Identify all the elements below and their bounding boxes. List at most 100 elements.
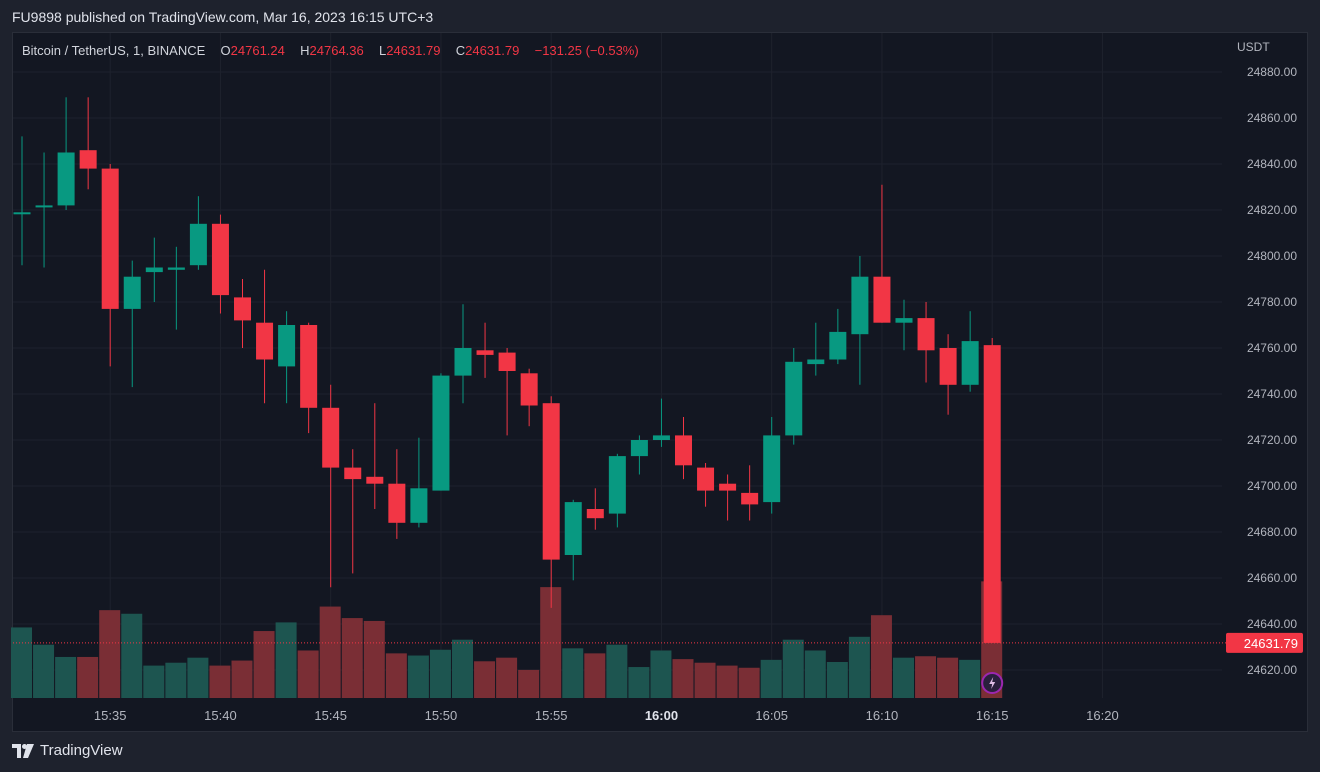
candle-body[interactable] xyxy=(278,325,296,367)
candle-body[interactable] xyxy=(785,361,803,436)
x-tick-label: 15:55 xyxy=(535,708,568,723)
volume-bar xyxy=(33,644,55,698)
candle-body[interactable] xyxy=(167,267,185,270)
candle-body[interactable] xyxy=(763,435,781,503)
tradingview-brand[interactable]: TradingView xyxy=(12,742,123,759)
y-tick-label: 24680.00 xyxy=(1247,525,1297,539)
low-value: 24631.79 xyxy=(386,43,441,58)
y-tick-label: 24800.00 xyxy=(1247,249,1297,263)
price-change: −131.25 (−0.53%) xyxy=(534,43,639,58)
volume-bar xyxy=(231,660,253,698)
y-tick-label: 24860.00 xyxy=(1247,111,1297,125)
volume-bar xyxy=(385,653,407,698)
volume-bar xyxy=(275,622,297,698)
candle-body[interactable] xyxy=(388,483,406,523)
volume-bar xyxy=(143,665,165,698)
candle-body[interactable] xyxy=(741,492,759,505)
candle-body[interactable] xyxy=(256,322,274,360)
candle-body[interactable] xyxy=(234,297,251,321)
y-tick-label: 24660.00 xyxy=(1247,571,1297,585)
volume-bar xyxy=(672,659,694,698)
candle-body[interactable] xyxy=(432,375,450,491)
volume-bar xyxy=(760,659,782,698)
volume-bar xyxy=(121,613,143,698)
x-tick-label: 15:50 xyxy=(425,708,458,723)
symbol-name[interactable]: Bitcoin / TetherUS, 1, BINANCE xyxy=(22,43,206,58)
candle-body[interactable] xyxy=(189,223,207,266)
candle-body[interactable] xyxy=(79,150,97,169)
last-price-badge xyxy=(1226,632,1303,653)
y-axis: USDT 24880.00 24860.00 24840.00 24820.00 2480… xyxy=(1237,40,1297,677)
y-tick-label: 24640.00 xyxy=(1247,617,1297,631)
candle-body[interactable] xyxy=(410,488,428,523)
tradingview-logo-icon xyxy=(12,743,34,758)
candle-body[interactable] xyxy=(719,483,737,491)
candle-body[interactable] xyxy=(145,267,163,273)
candle-body[interactable] xyxy=(542,403,560,560)
candle-body[interactable] xyxy=(983,345,1001,643)
candle-body[interactable] xyxy=(123,276,141,309)
candle-body[interactable] xyxy=(939,348,957,385)
candle-body[interactable] xyxy=(344,467,362,480)
close-label: C xyxy=(455,43,466,58)
volume-bars xyxy=(11,581,1003,698)
candle-body[interactable] xyxy=(873,276,891,323)
volume-bar xyxy=(738,667,760,698)
x-tick-label: 16:20 xyxy=(1086,708,1119,723)
brand-name: TradingView xyxy=(40,742,123,759)
volume-bar xyxy=(341,618,363,698)
volume-bar xyxy=(870,615,892,698)
candle-body[interactable] xyxy=(57,152,75,206)
volume-bar xyxy=(319,606,341,698)
candle-body[interactable] xyxy=(675,435,692,466)
x-axis: 15:35 15:40 15:45 15:50 15:55 16:00 16:05 16:10… xyxy=(94,708,1119,723)
y-tick-label: 24720.00 xyxy=(1247,433,1297,447)
y-axis-unit-label: USDT xyxy=(1237,40,1270,54)
volume-bar xyxy=(187,657,209,698)
high-label: H xyxy=(300,43,310,58)
candle-body[interactable] xyxy=(101,168,119,309)
candle-body[interactable] xyxy=(454,348,472,376)
volume-bar xyxy=(407,655,429,698)
published-by-text: FU9898 published on TradingView.com, Mar… xyxy=(12,9,434,25)
candle-body[interactable] xyxy=(895,318,913,323)
candle-body[interactable] xyxy=(300,325,318,408)
candle-body[interactable] xyxy=(697,467,715,491)
candle-body[interactable] xyxy=(652,435,670,440)
candle-body[interactable] xyxy=(851,276,869,335)
volume-bar xyxy=(209,665,231,698)
lightning-glyph xyxy=(989,677,996,689)
volume-bar xyxy=(496,657,518,698)
candle-body[interactable] xyxy=(807,359,825,365)
candle-body[interactable] xyxy=(520,373,538,406)
candle-body[interactable] xyxy=(13,212,31,215)
y-tick-label: 24740.00 xyxy=(1247,387,1297,401)
candle-body[interactable] xyxy=(498,352,516,371)
last-price-label: 24631.79 xyxy=(1244,636,1298,651)
chart-legend: Bitcoin / TetherUS, 1, BINANCE O24761.24… xyxy=(22,43,639,58)
x-tick-label: 16:10 xyxy=(866,708,899,723)
candle-body[interactable] xyxy=(564,502,582,555)
candle-body[interactable] xyxy=(35,205,53,208)
volume-bar xyxy=(694,662,716,698)
candle-body[interactable] xyxy=(608,456,626,514)
candle-body[interactable] xyxy=(476,350,494,355)
candle-body[interactable] xyxy=(366,476,384,484)
candle-body[interactable] xyxy=(586,509,604,519)
candle-body[interactable] xyxy=(917,318,935,351)
volume-bar xyxy=(165,662,187,698)
candle-body[interactable] xyxy=(630,440,648,457)
grid xyxy=(13,33,1222,698)
candle-body[interactable] xyxy=(829,331,847,360)
volume-bar xyxy=(716,665,738,698)
candle-body[interactable] xyxy=(322,407,340,468)
volume-bar xyxy=(937,657,959,698)
low-label: L xyxy=(379,43,387,58)
candle-body[interactable] xyxy=(961,341,979,385)
volume-bar xyxy=(804,650,826,698)
x-tick-label: 15:45 xyxy=(314,708,347,723)
candle-body[interactable] xyxy=(211,223,229,296)
volume-bar xyxy=(848,636,870,698)
volume-bar xyxy=(782,639,804,698)
